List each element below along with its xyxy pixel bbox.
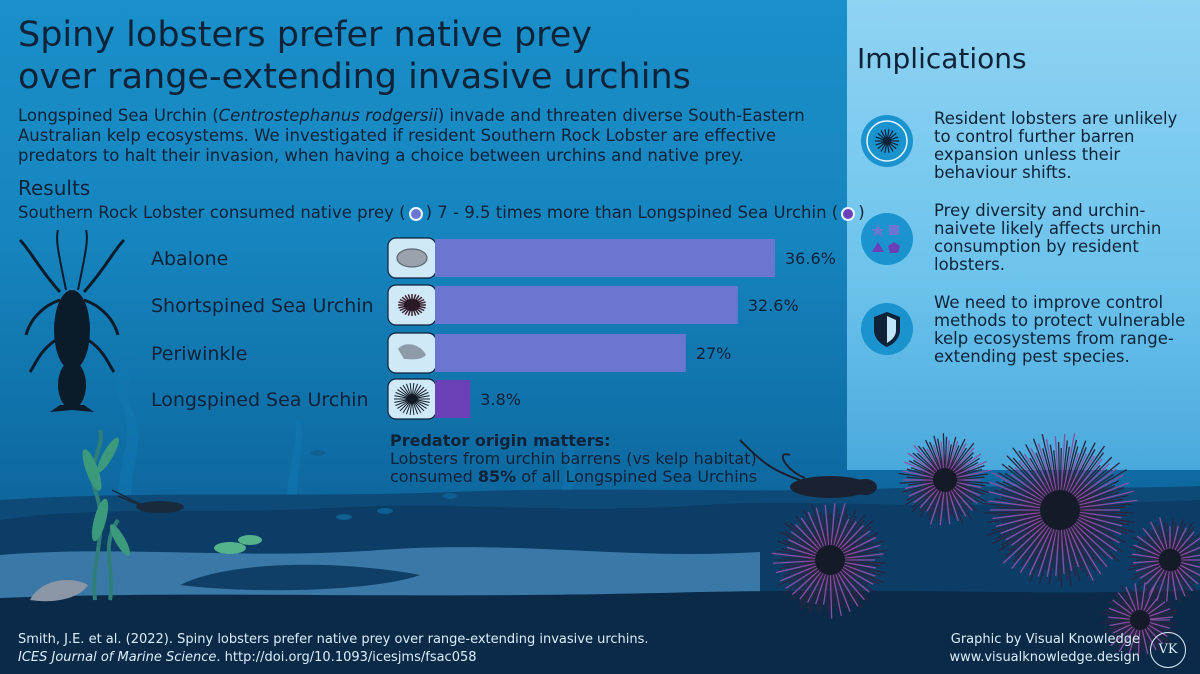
- citation-line-1: Smith, J.E. et al. (2022). Spiny lobster…: [18, 632, 649, 647]
- implication-3-text: We need to improve control methods to pr…: [934, 293, 1186, 366]
- species-name: Centrostephanus rodgersii: [218, 106, 438, 125]
- origin-note-heading: Predator origin matters:: [390, 431, 611, 450]
- origin-note-text-before: consumed: [390, 467, 478, 486]
- results-summary-part-2: ) 7 - 9.5 times more than Longspined Sea…: [425, 203, 839, 222]
- abalone-icon: [396, 248, 428, 268]
- category-label: Periwinkle: [151, 343, 247, 365]
- category-label: Shortspined Sea Urchin: [151, 295, 374, 317]
- lobster-silhouette: [18, 229, 126, 412]
- implication-2-text: Prey diversity and urchin-naivete likely…: [934, 201, 1162, 274]
- results-summary: Southern Rock Lobster consumed native pr…: [18, 203, 865, 222]
- implication-1-text: Resident lobsters are unlikely to contro…: [934, 109, 1178, 182]
- origin-note-line-1: Lobsters from urchin barrens (vs kelp ha…: [390, 449, 757, 468]
- bar-abalone: [435, 239, 775, 277]
- intro-text-after: ) invade and threaten diverse South-East…: [18, 106, 805, 165]
- citation-line-2: ICES Journal of Marine Science. http://d…: [18, 649, 718, 667]
- origin-note-line-2: consumed 85% of all Longspined Sea Urchi…: [390, 468, 810, 486]
- kelp-leaves: [82, 437, 262, 556]
- value-label: 32.6%: [748, 296, 799, 315]
- page-title: Spiny lobsters prefer native prey over r…: [18, 14, 691, 98]
- citation: Smith, J.E. et al. (2022). Spiny lobster…: [18, 631, 718, 667]
- title-line-1: Spiny lobsters prefer native prey: [18, 15, 593, 55]
- intro-text-before: Longspined Sea Urchin (: [18, 106, 219, 125]
- lobster-right: [739, 439, 877, 498]
- results-summary-part-1: Southern Rock Lobster consumed native pr…: [18, 203, 406, 222]
- shield-icon: [861, 303, 913, 355]
- fish-group: [311, 450, 457, 520]
- value-label: 3.8%: [480, 390, 521, 409]
- predator-origin-note: Predator origin matters: Lobsters from u…: [390, 432, 810, 486]
- category-label: Abalone: [151, 248, 228, 270]
- bar-longspined-sea-urchin: [435, 380, 471, 418]
- origin-note-text-after: of all Longspined Sea Urchins: [516, 467, 758, 486]
- credit-website: www.visualknowledge.design: [949, 650, 1140, 665]
- urchin-target-icon: [861, 115, 913, 167]
- implications-heading: Implications: [857, 42, 1027, 75]
- value-label: 27%: [696, 344, 732, 363]
- origin-note-percentage: 85%: [477, 467, 517, 486]
- bar-shortspined-sea-urchin: [435, 286, 738, 324]
- vk-logo: VK: [1150, 632, 1186, 668]
- intro-paragraph: Longspined Sea Urchin (Centrostephanus r…: [18, 106, 828, 166]
- bar-periwinkle: [435, 334, 686, 372]
- shell: [30, 580, 88, 602]
- prey-diversity-shapes-icon: [861, 213, 913, 265]
- journal-name: ICES Journal of Marine Science: [18, 650, 217, 665]
- doi-link: . http://doi.org/10.1093/icesjms/fsac058: [216, 650, 477, 665]
- category-label: Longspined Sea Urchin: [151, 389, 369, 411]
- results-heading: Results: [18, 176, 91, 200]
- periwinkle-icon: [398, 344, 426, 360]
- native-prey-dot-icon: [408, 206, 423, 221]
- value-label: 36.6%: [785, 249, 836, 268]
- credit-line-1: Graphic by Visual Knowledge: [950, 632, 1140, 647]
- title-line-2: over range-extending invasive urchins: [18, 57, 691, 97]
- small-lobster: [111, 489, 184, 513]
- credit: Graphic by Visual Knowledge www.visualkn…: [950, 631, 1140, 667]
- invasive-urchin-dot-icon: [841, 206, 856, 221]
- results-summary-part-3: ): [858, 203, 865, 222]
- urchin-cluster: [771, 433, 1200, 659]
